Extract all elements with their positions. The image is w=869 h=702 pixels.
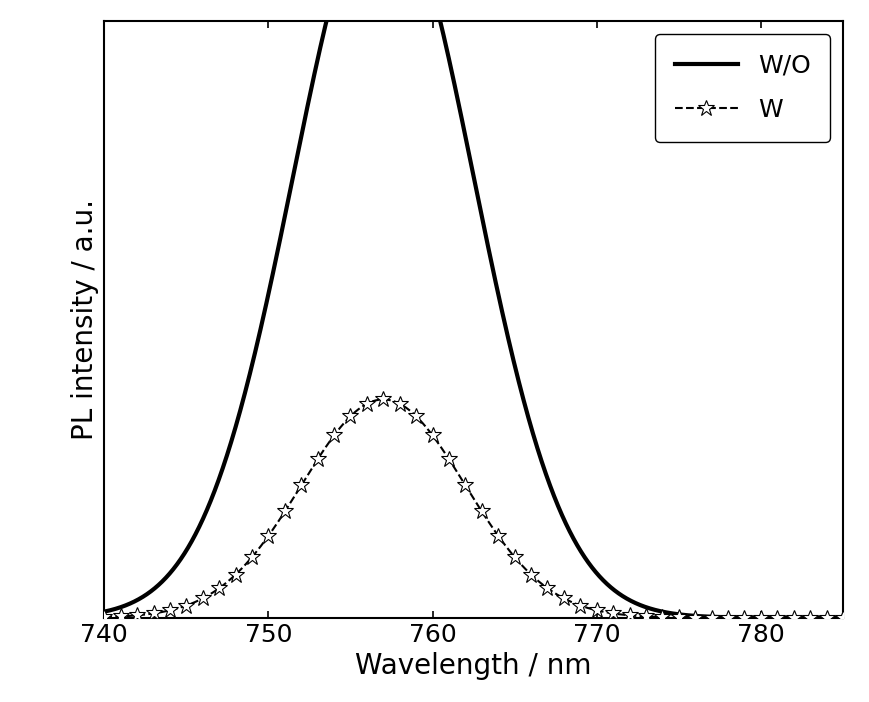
X-axis label: Wavelength / nm: Wavelength / nm	[355, 652, 592, 680]
W/O	[706, 613, 717, 621]
W/O	[99, 607, 109, 616]
W/O	[838, 614, 848, 622]
W/O	[233, 413, 243, 421]
W/O	[650, 606, 660, 614]
Y-axis label: PL intensity / a.u.: PL intensity / a.u.	[70, 199, 99, 440]
W/O	[580, 553, 590, 562]
Legend: W/O, W: W/O, W	[655, 34, 831, 142]
Line: W/O: W/O	[104, 0, 843, 618]
W/O	[542, 474, 553, 482]
